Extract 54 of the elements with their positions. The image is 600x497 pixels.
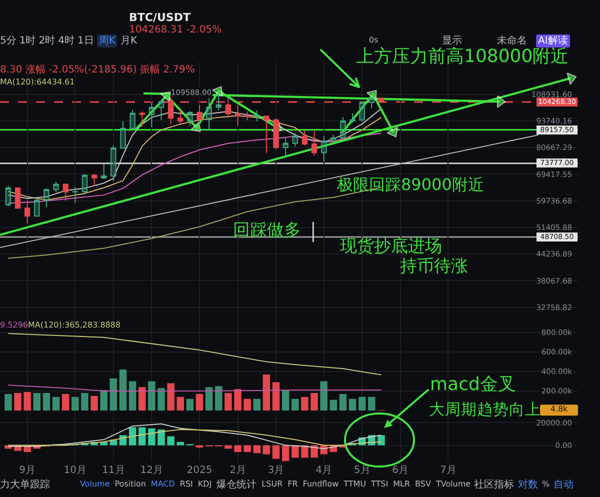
x-tick-label: 2025 (186, 465, 212, 476)
text: 1时 (19, 36, 36, 46)
text: 自动 (554, 480, 574, 490)
chart-title: BTC/USDT (129, 10, 190, 24)
annotation: 大周期趋势向上 (429, 400, 541, 419)
text: FR (288, 480, 298, 490)
text: MACD (150, 480, 175, 490)
text: 社区指标 (474, 480, 514, 490)
text: 周K (96, 34, 118, 48)
text: 对数 (518, 480, 538, 490)
chart-subtitle: 104268.31 -2.05% (129, 24, 222, 36)
text: Position (114, 480, 146, 490)
text: MLR (393, 480, 410, 490)
x-tick-label: 2月 (230, 465, 246, 476)
text: 未命名 (497, 36, 527, 46)
text: BSV (415, 480, 431, 490)
x-tick-label: 6月 (392, 465, 409, 476)
annotation: 8.30 涨幅 -2.05%(-2185.96) 振幅 2.79% (0, 64, 195, 76)
text: AI解读 (536, 34, 570, 48)
x-tick-label: 10月 (64, 465, 87, 476)
x-tick-label: 11月 (102, 465, 125, 476)
text: TTSI (371, 480, 388, 490)
text: % (542, 480, 550, 490)
annotation: 9.5296 (0, 320, 28, 330)
text: 4时 (58, 36, 74, 46)
text: 爆仓统计 (216, 480, 257, 490)
text: 2时 (38, 36, 56, 46)
text: 显示 (442, 36, 462, 46)
text: 5分 (0, 36, 16, 46)
annotation: 现货抄底进场 (340, 236, 442, 257)
text: TTMU (344, 480, 366, 490)
annotation: 4.8k (540, 404, 578, 416)
text: LSUR (262, 480, 283, 490)
text: KDJ (198, 480, 212, 490)
annotation: 上方压力前高108000附近 (356, 46, 569, 68)
text: TVolume (436, 480, 471, 490)
x-tick-label: 9月 (19, 465, 36, 476)
x-tick-label: 3月 (268, 465, 284, 476)
text: Volume (80, 480, 110, 490)
x-tick-label: 7月 (440, 465, 456, 476)
annotation: 回踩做多 (233, 220, 301, 241)
annotation: MA(120):64434.61 (0, 78, 75, 88)
text: 月K (120, 36, 137, 46)
x-tick-label: 12月 (140, 465, 164, 476)
x-tick-label: 4月 (316, 465, 332, 476)
text: RSI (180, 480, 193, 490)
text: 力大单跟踪 (0, 480, 50, 490)
annotation: MA(120):365,283.8888 (28, 320, 121, 330)
annotation: macd金叉 (430, 374, 516, 396)
text: Fundflow (302, 480, 339, 490)
text: 1日 (78, 36, 94, 46)
text: 0s (369, 36, 378, 46)
x-tick-label: 5月 (354, 465, 370, 476)
annotation: 持币待涨 (400, 256, 468, 277)
